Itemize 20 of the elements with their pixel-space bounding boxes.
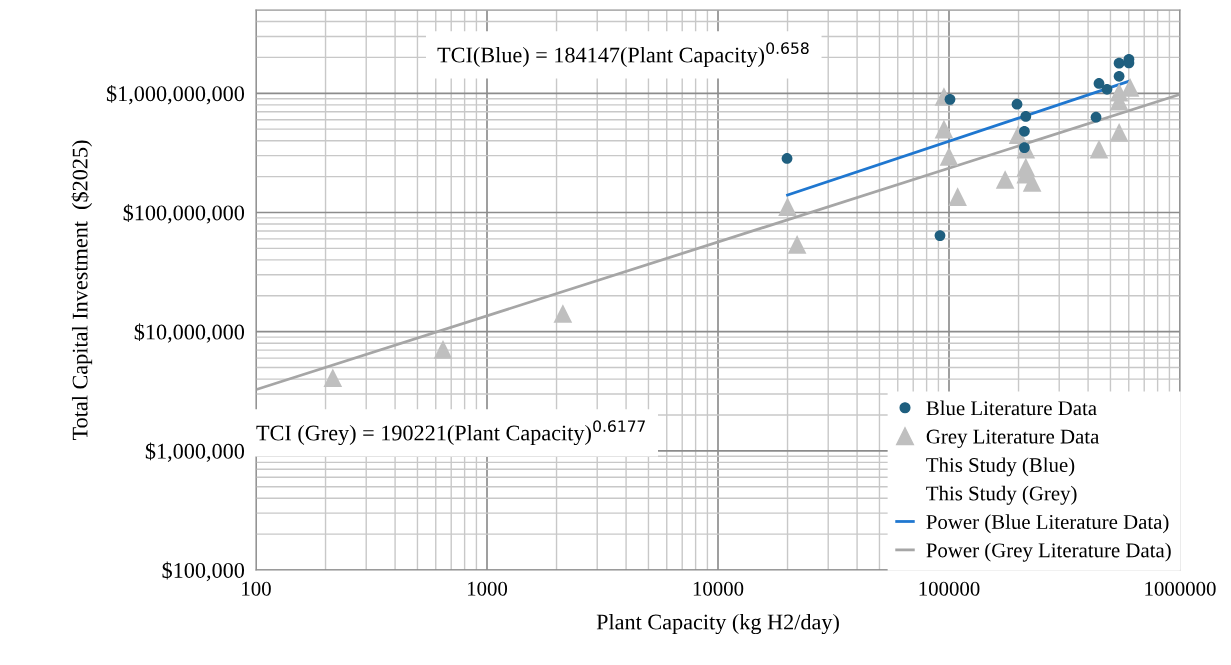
x-axis-title: Plant Capacity (kg H2/day) [596,613,839,635]
y-tick-label: $1,000,000,000 [106,84,245,105]
y-tick-label: $100,000 [162,561,245,582]
x-tick-label: 100000 [919,581,980,596]
x-tick-label: 1000 [468,581,508,596]
x-tick-label: 1000000 [1145,581,1216,596]
legend-label: Grey Literature Data [926,429,1100,448]
text: This Study (Blue) [926,457,1075,477]
text: This Study (Grey) [926,485,1077,505]
y-tick-label: $10,000,000 [134,323,245,343]
legend-label: Power (Grey Literature Data) [926,542,1171,562]
legend-label: Blue Literature Data [926,400,1097,416]
y-tick-label: $1,000,000 [145,442,245,462]
annotation: TCI(Blue) = 184147(Plant Capacity)$^{0.658}$ [437,42,809,68]
y-tick-label: $100,000,000 [123,204,245,224]
annotation: TCI (Grey) = 190221(Plant Capacity)$^{0.6177}$ [256,420,645,446]
y-axis-title: Total Capital Investment ($2025) [71,140,93,441]
x-tick-label: 100 [242,581,271,596]
legend-label: Power (Blue Literature Data) [926,514,1169,534]
x-tick-label: 10000 [693,581,744,596]
